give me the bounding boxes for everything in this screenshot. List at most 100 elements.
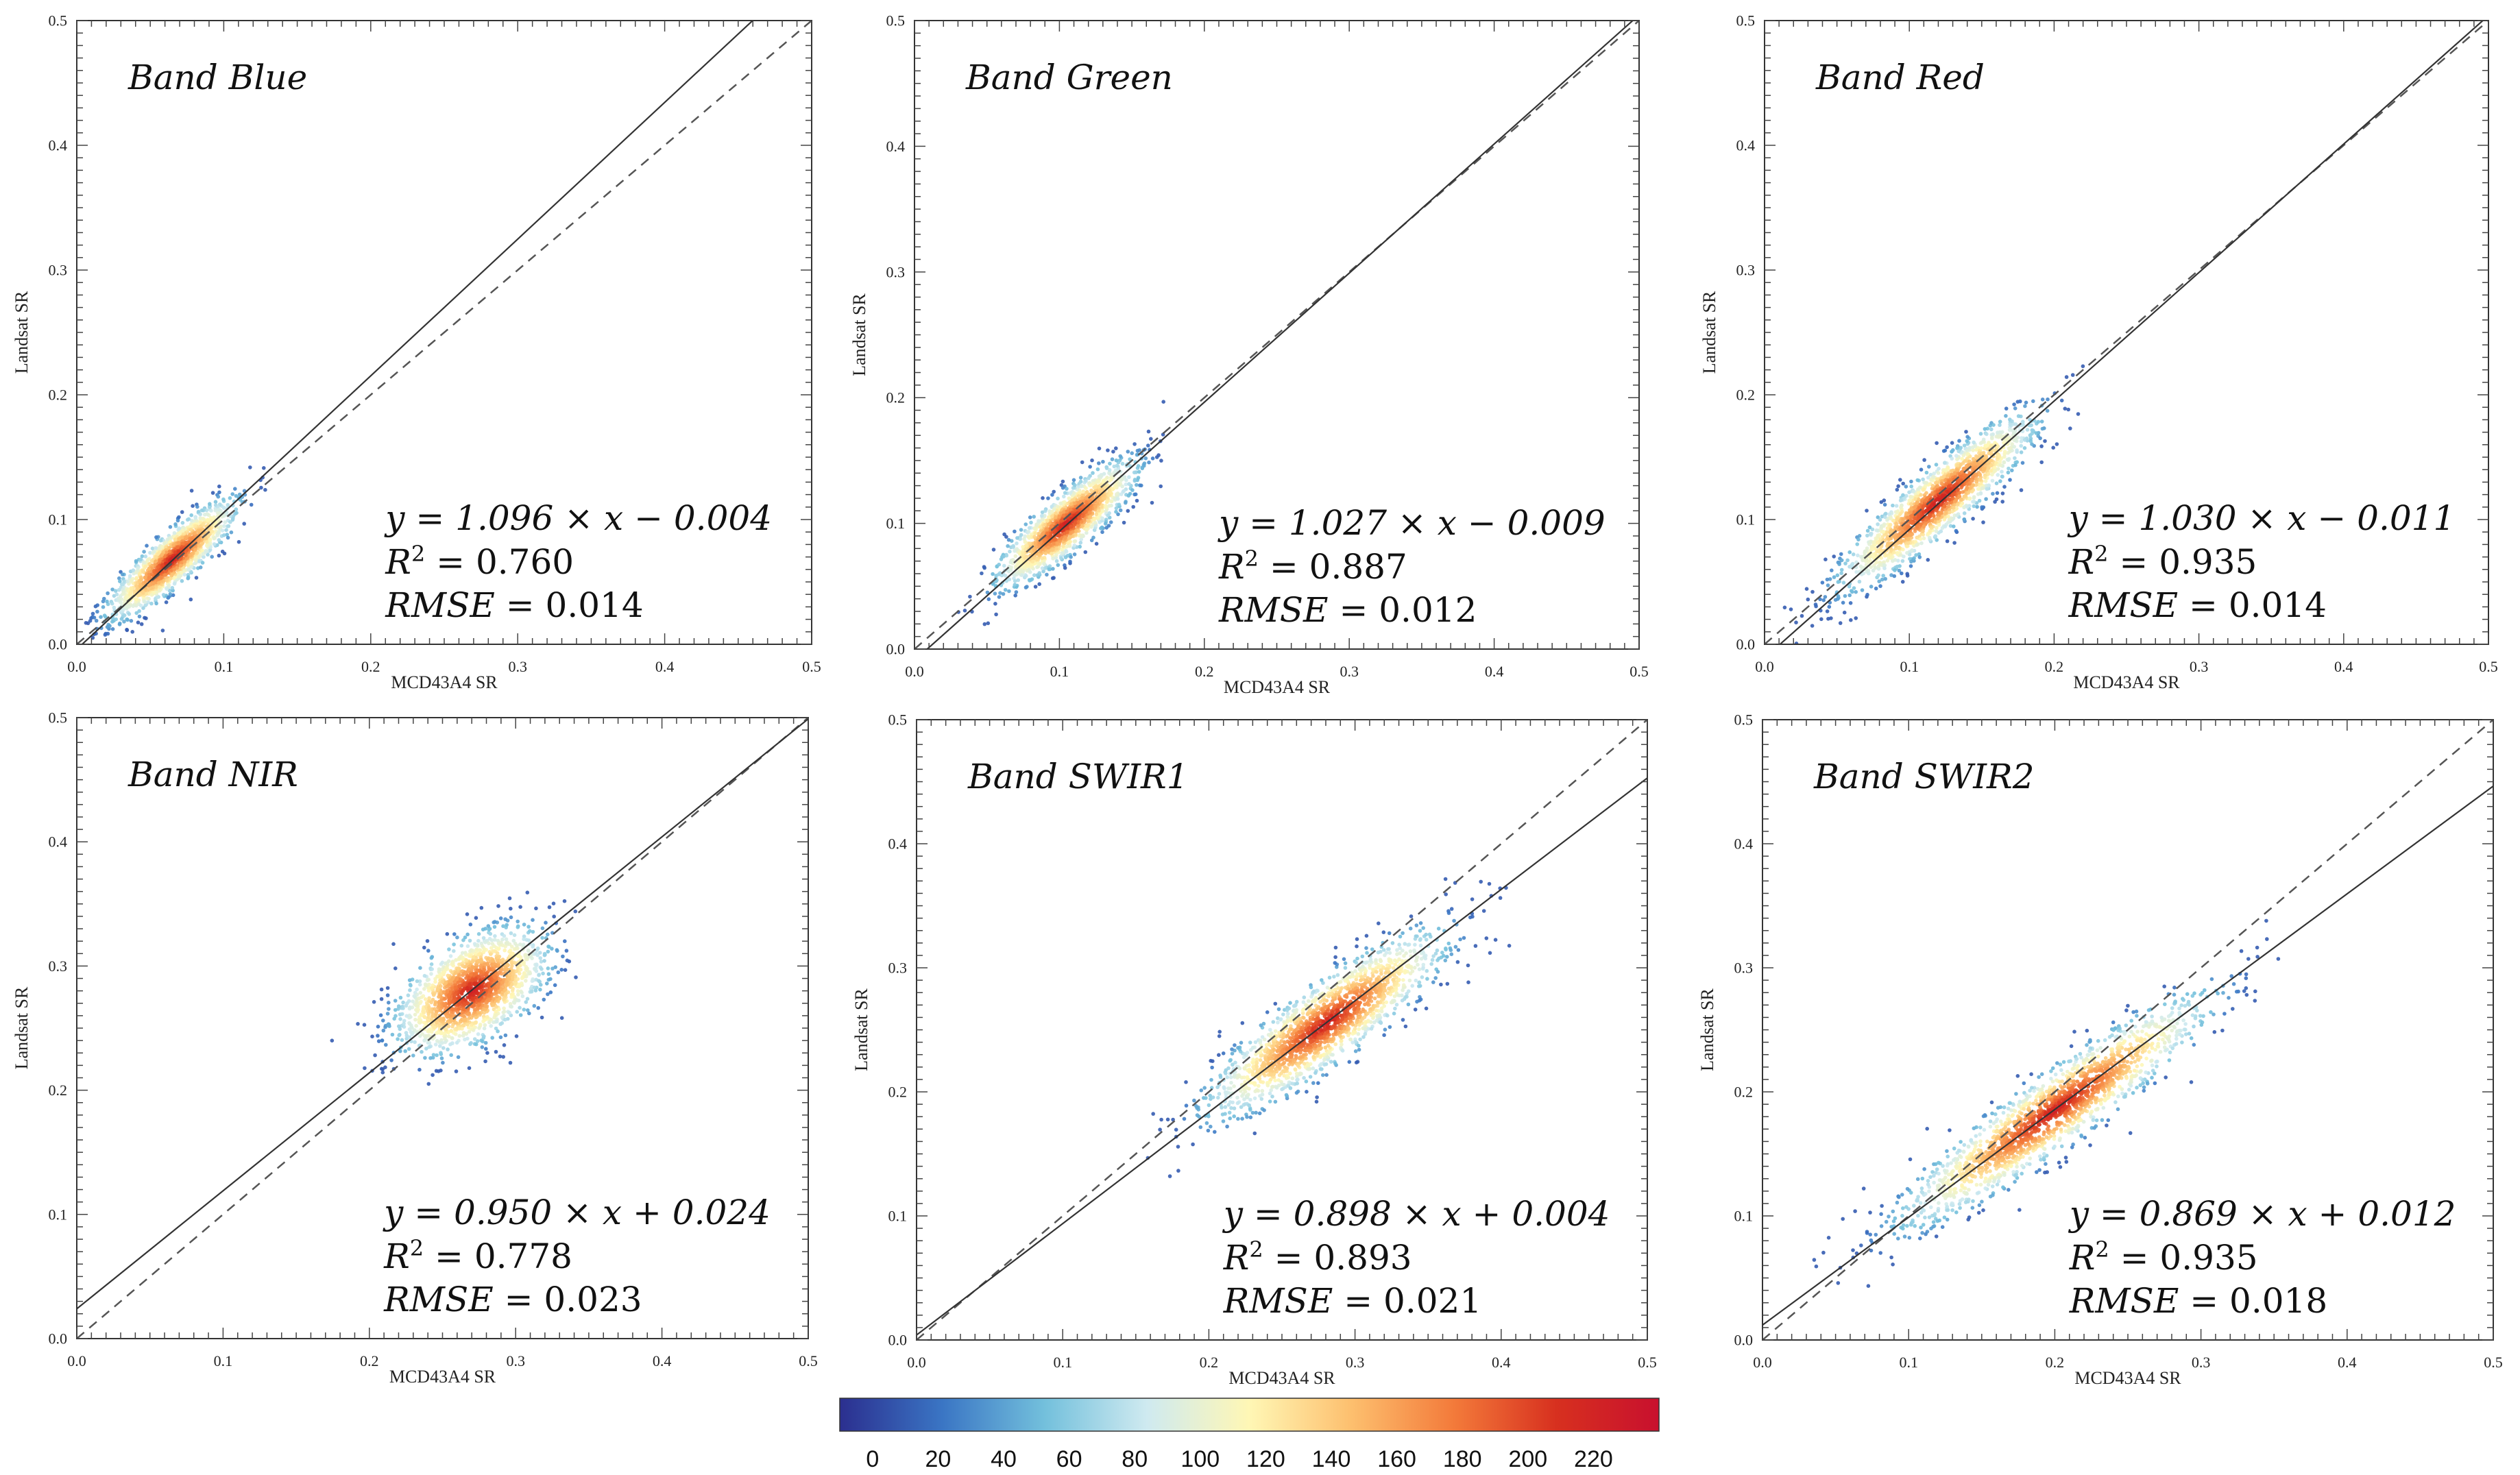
scatter-point <box>138 592 142 596</box>
scatter-point <box>197 559 202 563</box>
scatter-point <box>1869 565 1873 570</box>
scatter-point <box>1054 559 1059 563</box>
scatter-point <box>156 552 160 557</box>
scatter-point <box>189 513 194 517</box>
scatter-point <box>1071 498 1076 502</box>
scatter-point <box>1876 540 1880 545</box>
scatter-point <box>1996 473 2000 477</box>
rmse: RMSE = 0.014 <box>385 585 643 625</box>
scatter-point <box>1033 541 1038 546</box>
scatter-point <box>180 535 184 540</box>
scatter-point <box>1845 558 1850 563</box>
scatter-point <box>171 543 175 548</box>
scatter-point <box>1981 520 1985 524</box>
scatter-point <box>186 568 191 572</box>
scatter-point <box>1880 577 1885 582</box>
scatter-points <box>956 400 1165 626</box>
scatter-point <box>182 559 186 564</box>
scatter-point <box>1040 517 1045 522</box>
scatter-point <box>102 613 107 618</box>
scatter-point <box>225 533 230 537</box>
scatter-point <box>1878 517 1882 522</box>
r2-symbol: R <box>1218 547 1245 587</box>
scatter-point <box>1955 457 1959 461</box>
scatter-point <box>1962 517 1966 522</box>
scatter-point <box>2015 448 2019 452</box>
r2-value: 0.760 <box>476 542 574 582</box>
scatter-point <box>200 561 205 565</box>
scatter-point <box>1080 496 1085 500</box>
scatter-point <box>1937 513 1941 517</box>
scatter-point <box>178 531 182 535</box>
scatter-point <box>222 533 226 537</box>
scatter-point <box>1860 588 1865 592</box>
scatter-point <box>1952 471 1957 475</box>
scatter-point <box>200 548 204 552</box>
scatter-point <box>189 553 193 557</box>
scatter-point <box>229 530 234 535</box>
scatter-point <box>155 595 160 599</box>
scatter-point <box>117 622 122 626</box>
r2-value: 0.887 <box>1309 547 1407 587</box>
scatter-point <box>2002 450 2007 454</box>
scatter-point <box>1934 463 1939 467</box>
scatter-point <box>2000 470 2004 474</box>
scatter-point <box>160 544 165 549</box>
scatter-point <box>207 505 212 509</box>
scatter-point <box>2066 407 2070 412</box>
scatter-point <box>1078 544 1082 549</box>
scatter-point <box>162 578 167 583</box>
scatter-point <box>143 575 147 580</box>
scatter-point <box>219 524 223 528</box>
scatter-point <box>1014 590 1019 594</box>
scatter-point <box>1939 511 1943 515</box>
scatter-point <box>1159 484 1163 489</box>
x-tick-label: 0.3 <box>1340 663 1359 680</box>
scatter-point <box>1100 504 1104 509</box>
scatter-point <box>1820 581 1825 585</box>
scatter-point <box>1063 565 1067 570</box>
scatter-point <box>1986 472 1991 476</box>
scatter-point <box>191 504 195 508</box>
scatter-point <box>2020 436 2024 440</box>
scatter-point <box>1935 498 1939 502</box>
scatter-point <box>1120 484 1124 489</box>
scatter-point <box>994 579 998 584</box>
scatter-point <box>1895 487 1900 492</box>
y-tick-label: 0.5 <box>49 12 68 29</box>
scatter-point <box>1061 513 1066 517</box>
scatter-point <box>231 516 235 521</box>
scatter-point <box>1859 554 1863 559</box>
scatter-point <box>149 601 154 606</box>
scatter-point <box>147 567 152 571</box>
scatter-point <box>986 597 991 601</box>
scatter-point <box>1936 515 1940 520</box>
scatter-point <box>221 505 226 510</box>
scatter-point <box>1926 476 1930 480</box>
scatter-point <box>1051 567 1055 571</box>
scatter-point <box>1934 480 1939 485</box>
scatter-point <box>129 619 134 623</box>
scatter-point <box>2068 426 2072 430</box>
scatter-point <box>1089 524 1093 529</box>
scatter-point <box>1876 522 1880 526</box>
scatter-point <box>1011 544 1015 548</box>
scatter-point <box>2040 426 2045 431</box>
scatter-point <box>1912 556 1916 561</box>
scatter-point <box>1088 465 1092 469</box>
scatter-point <box>1061 479 1065 484</box>
scatter-point <box>178 563 183 568</box>
scatter-point <box>1143 456 1148 461</box>
scatter-point <box>1035 557 1039 561</box>
scatter-point <box>1854 616 1858 620</box>
scatter-point <box>154 546 158 550</box>
scatter-point <box>184 553 188 558</box>
scatter-point <box>1114 483 1118 487</box>
scatter-point <box>1893 568 1897 572</box>
scatter-point <box>1030 559 1035 564</box>
scatter-point <box>217 538 221 542</box>
scatter-point <box>1989 469 1993 473</box>
scatter-point <box>1111 450 1115 454</box>
scatter-point <box>1073 539 1078 544</box>
scatter-point <box>1800 613 1804 618</box>
